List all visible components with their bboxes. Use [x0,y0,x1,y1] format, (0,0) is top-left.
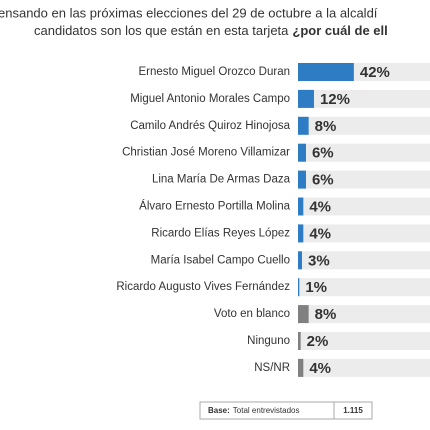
value-label: 6% [312,172,334,189]
category-label: Christian José Moreno Villamizar [122,147,290,159]
bar-track [298,251,430,270]
value-label: 2% [307,333,329,350]
value-label: 4% [309,360,331,377]
bar [298,224,304,243]
bar-track [298,143,430,162]
category-label: Ninguno [247,335,290,347]
category-label: NS/NR [254,362,290,374]
value-label: 6% [312,145,334,162]
bar-track [298,116,430,135]
title-line: ensando en las próximas elecciones del 2… [0,5,378,20]
category-label: Álvaro Ernesto Portilla Molina [139,200,290,213]
bar [298,170,306,189]
title-text: candidatos son los que están en esta tar… [34,23,289,38]
bar [298,278,300,297]
category-label: Ricardo Augusto Vives Fernández [116,281,290,293]
value-label: 3% [308,252,330,269]
value-label: 8% [315,306,337,323]
bar [298,116,309,135]
bar-track [298,224,430,243]
value-label: 42% [360,64,390,81]
footer-base-label: Base: [208,406,230,415]
bar [298,358,304,377]
bar-track [298,197,430,216]
bar [298,197,304,216]
bar [298,63,354,81]
category-label: Voto en blanco [214,308,290,320]
bar-track [298,89,430,108]
bar [298,251,302,270]
category-label: Ernesto Miguel Orozco Duran [139,66,290,78]
bar-track [298,170,430,189]
bar [298,143,306,162]
bar-track [298,305,430,324]
category-label: Miguel Antonio Morales Campo [130,93,290,105]
value-label: 12% [320,91,350,108]
footer-base-value: 1.115 [343,406,363,415]
category-label: Camilo Andrés Quiroz Hinojosa [130,120,290,132]
value-label: 4% [309,198,331,215]
category-label: Ricardo Elías Reyes López [151,227,290,239]
bar-track [298,332,430,350]
value-label: 1% [305,279,327,296]
title-line: candidatos son los que están en esta tar… [34,23,388,38]
value-label: 8% [315,118,337,135]
bar [298,305,309,324]
footer-base: Base: Total entrevistados [208,406,300,415]
footer-base-text: Total entrevistados [233,406,300,415]
bar [298,332,301,350]
bar-track [298,358,430,377]
bar-track [298,278,430,297]
category-label: María Isabel Campo Cuello [151,254,290,266]
footer-box [199,401,373,420]
value-label: 4% [309,225,331,242]
title-emphasis: ¿por cuál de ell [292,23,387,38]
bar [298,89,314,108]
category-label: Lina María De Armas Daza [152,174,291,186]
